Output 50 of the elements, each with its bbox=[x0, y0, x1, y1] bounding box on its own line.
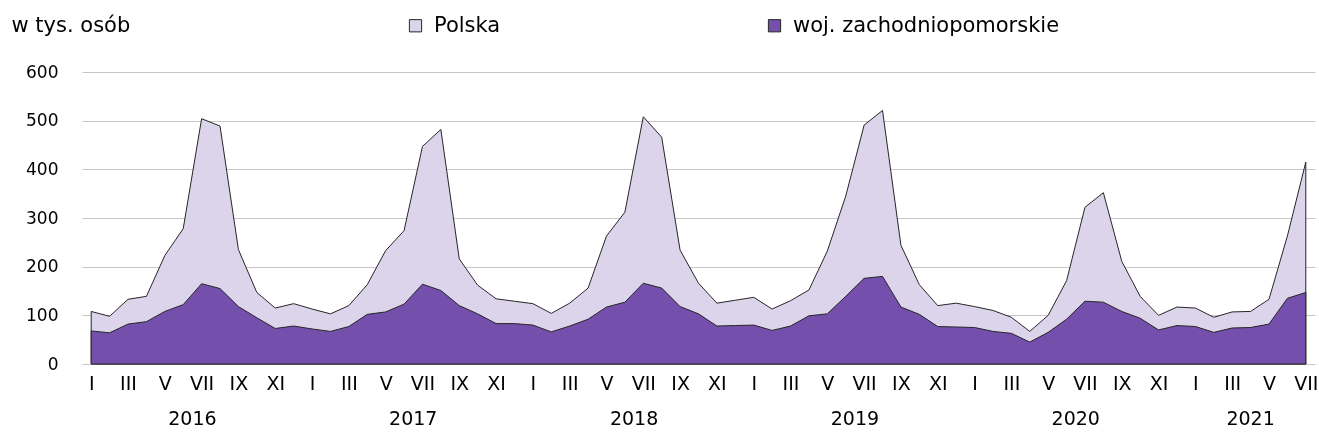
x-tick-label: XI bbox=[487, 371, 506, 394]
x-tick-label: IX bbox=[1112, 371, 1132, 394]
x-tick-label: IX bbox=[229, 371, 249, 394]
y-tick-label: 200 bbox=[26, 256, 59, 277]
text: 2016 bbox=[168, 407, 217, 429]
x-tick-label: XI bbox=[266, 371, 286, 394]
y-axis-title: w tys. osób bbox=[11, 12, 131, 37]
text: 2018 bbox=[609, 407, 659, 429]
text: 2019 bbox=[830, 407, 880, 429]
x-tick-label: V bbox=[379, 371, 393, 394]
x-tick-label: III bbox=[120, 371, 137, 394]
x-tick-label: I bbox=[751, 371, 758, 394]
x-tick-label: IX bbox=[671, 371, 690, 394]
text: 2017 bbox=[389, 407, 438, 429]
text: 2020 bbox=[1051, 407, 1100, 429]
x-tick-label: IX bbox=[892, 371, 911, 394]
x-tick-label: I bbox=[972, 371, 978, 394]
y-tick-label: 400 bbox=[26, 158, 59, 179]
x-tick-label: V bbox=[158, 371, 172, 394]
x-tick-label: VII bbox=[410, 371, 436, 394]
x-tick-label: I bbox=[88, 371, 95, 394]
x-tick-label: I bbox=[309, 371, 316, 394]
y-tick-label: 500 bbox=[26, 110, 59, 131]
y-tick-label: 100 bbox=[26, 304, 59, 325]
x-tick-label: I bbox=[530, 371, 537, 394]
y-tick-label: 600 bbox=[26, 61, 59, 82]
x-tick-label: V bbox=[821, 371, 835, 394]
y-tick-label: 300 bbox=[26, 207, 59, 228]
x-tick-label: VII bbox=[852, 371, 877, 394]
x-tick-label: IX bbox=[450, 371, 470, 394]
legend-label: woj. zachodniopomorskie bbox=[793, 12, 1060, 37]
x-tick-label: XI bbox=[1149, 371, 1169, 394]
x-tick-label: V bbox=[1042, 371, 1056, 394]
text: 2021 bbox=[1226, 407, 1275, 429]
x-tick-label: III bbox=[561, 371, 579, 394]
x-tick-label: V bbox=[600, 371, 614, 394]
x-tick-label: III bbox=[1224, 371, 1242, 394]
x-tick-label: VII bbox=[1294, 371, 1319, 394]
legend-label: Polska bbox=[434, 12, 501, 37]
x-tick-label: VII bbox=[631, 371, 656, 394]
x-tick-label: V bbox=[1262, 371, 1276, 394]
x-tick-label: XI bbox=[708, 371, 727, 394]
x-tick-label: III bbox=[782, 371, 800, 394]
x-tick-label: VII bbox=[190, 371, 215, 394]
x-tick-label: III bbox=[340, 371, 358, 394]
x-tick-label: XI bbox=[928, 371, 948, 394]
x-tick-label: III bbox=[1003, 371, 1021, 394]
x-tick-label: VII bbox=[1073, 371, 1098, 394]
x-tick-label: I bbox=[1193, 371, 1199, 394]
y-tick-label: 0 bbox=[47, 353, 59, 374]
